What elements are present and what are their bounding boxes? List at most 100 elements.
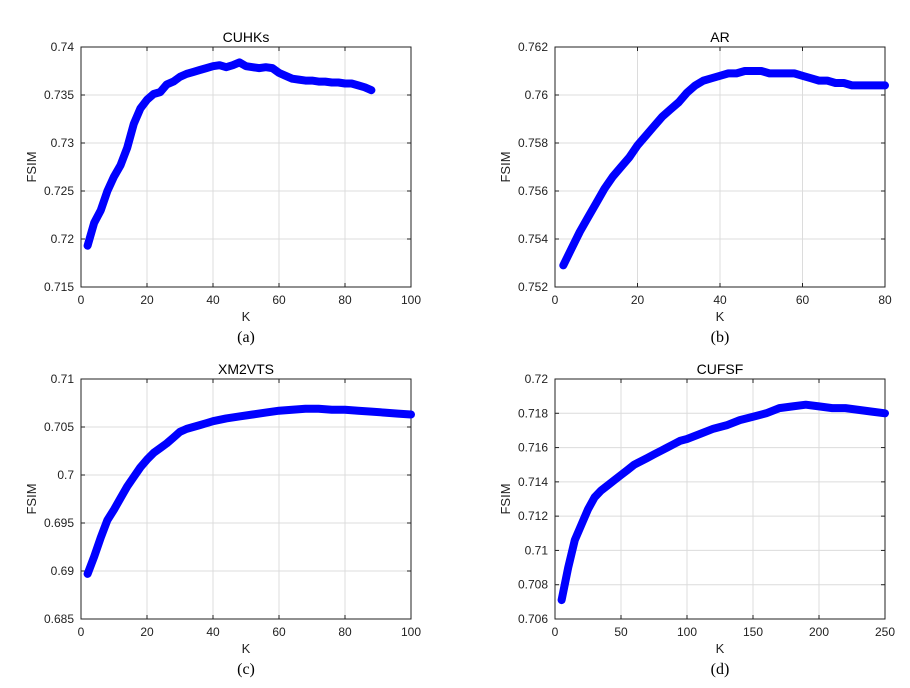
- y-tick-label: 0.708: [518, 578, 548, 592]
- y-tick-label: 0.685: [44, 612, 74, 626]
- data-point: [618, 472, 624, 478]
- data-point: [356, 83, 361, 88]
- x-tick-label: 40: [206, 625, 220, 639]
- data-point: [131, 121, 136, 127]
- data-point: [144, 457, 150, 462]
- data-point: [329, 407, 334, 412]
- data-point: [210, 419, 216, 424]
- data-point: [191, 69, 196, 75]
- y-tick-label: 0.706: [518, 612, 548, 626]
- x-tick-label: 60: [796, 293, 810, 307]
- data-point: [105, 517, 110, 523]
- data-point: [230, 62, 235, 68]
- data-point: [184, 71, 189, 77]
- data-point: [250, 65, 255, 70]
- x-tick-label: 0: [78, 625, 85, 639]
- data-point: [125, 484, 130, 489]
- series-line: [557, 400, 889, 605]
- data-point: [816, 78, 822, 83]
- data-point: [138, 106, 143, 111]
- data-point: [336, 80, 341, 85]
- y-tick-label: 0.725: [44, 184, 74, 198]
- y-tick-label: 0.754: [518, 232, 548, 246]
- data-point: [841, 80, 846, 86]
- y-tick-label: 0.71: [51, 372, 75, 386]
- data-point: [833, 80, 838, 86]
- data-point: [105, 188, 110, 194]
- data-point: [191, 424, 196, 430]
- data-point: [559, 597, 564, 603]
- data-point: [651, 452, 657, 457]
- data-point: [777, 405, 782, 411]
- data-point: [276, 408, 282, 413]
- data-point: [329, 80, 334, 85]
- data-point: [594, 200, 599, 206]
- data-point: [171, 79, 176, 84]
- data-point: [177, 74, 183, 80]
- data-point: [111, 174, 117, 179]
- y-tick-label: 0.705: [44, 420, 74, 434]
- data-point: [764, 411, 769, 416]
- data-point: [224, 416, 229, 421]
- data-point: [660, 114, 665, 119]
- data-point: [678, 438, 683, 443]
- data-point: [118, 495, 123, 501]
- x-tick-label: 50: [614, 625, 628, 639]
- series-line: [559, 67, 889, 270]
- data-point: [684, 436, 690, 442]
- plot-frame: [80, 378, 412, 620]
- data-point: [599, 488, 604, 493]
- data-point: [658, 448, 663, 454]
- data-point: [98, 535, 104, 540]
- data-point: [369, 88, 374, 93]
- data-point: [737, 417, 742, 423]
- data-point: [572, 537, 577, 543]
- chart-panel-3: 0 50 100 150 200 250 0.706 0.708 0.71 0.712 0.714 0…: [498, 361, 895, 678]
- y-tick-label: 0.758: [518, 136, 548, 150]
- data-point: [665, 445, 670, 450]
- y-tick-label: 0.716: [518, 441, 548, 455]
- y-tick-label: 0.752: [518, 280, 548, 294]
- data-point: [276, 70, 282, 76]
- data-point: [144, 97, 150, 103]
- data-point: [651, 124, 657, 129]
- data-point: [830, 405, 835, 411]
- x-tick-label: 80: [338, 625, 352, 639]
- data-point: [635, 143, 640, 148]
- x-tick-label: 150: [743, 625, 763, 639]
- data-point: [767, 71, 772, 76]
- data-point: [569, 246, 574, 251]
- data-point: [316, 79, 321, 84]
- y-tick-label: 0.69: [51, 564, 75, 578]
- plot-frame: [554, 378, 886, 620]
- data-point: [303, 78, 308, 83]
- data-point: [257, 65, 262, 71]
- data-point: [237, 414, 242, 419]
- panel-caption: (b): [711, 329, 730, 346]
- data-point: [693, 83, 698, 88]
- y-tick-label: 0.715: [44, 280, 74, 294]
- data-point: [684, 90, 690, 95]
- panel-caption: (d): [711, 661, 730, 678]
- data-point: [579, 522, 584, 527]
- x-axis-label: K: [242, 309, 251, 324]
- data-point: [671, 441, 676, 447]
- data-point: [800, 73, 805, 79]
- data-point: [856, 407, 861, 413]
- data-point: [382, 410, 387, 415]
- data-point: [866, 83, 871, 88]
- data-point: [197, 67, 202, 73]
- data-point: [210, 63, 216, 69]
- data-point: [263, 65, 268, 70]
- y-tick-label: 0.718: [518, 406, 548, 420]
- data-point: [111, 507, 117, 512]
- data-point: [151, 450, 156, 456]
- data-point: [316, 406, 321, 411]
- data-point: [605, 483, 610, 488]
- y-tick-label: 0.74: [51, 40, 75, 54]
- chart-panel-0: 0 20 40 60 80 100 0.715 0.72 0.725 0.73 0.735 0.74 C…: [24, 29, 421, 346]
- data-point: [177, 429, 183, 434]
- y-tick-label: 0.72: [525, 372, 549, 386]
- data-point: [131, 474, 136, 480]
